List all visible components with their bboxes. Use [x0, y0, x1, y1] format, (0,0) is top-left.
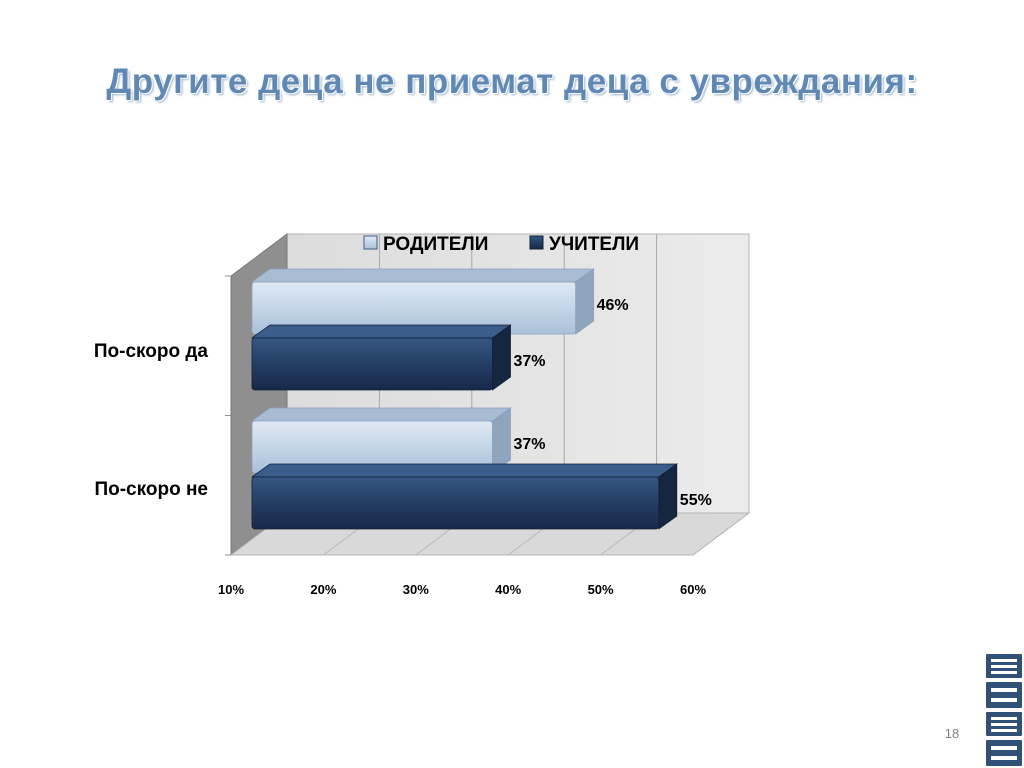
tick-label-60: 60% — [680, 582, 706, 597]
tick-label-50: 50% — [588, 582, 614, 597]
bar-учители-0 — [250, 324, 512, 391]
category-labels: По-скоро да По-скоро не — [94, 341, 209, 500]
x-axis-ticks: 10% 20% 30% 40% 50% 60% — [218, 582, 706, 597]
legend-swatch-teachers — [529, 235, 544, 250]
tick-label-10: 10% — [218, 582, 244, 597]
category-label-0: По-скоро да — [94, 341, 209, 362]
bar-учители-1 — [250, 463, 679, 530]
bar-front — [251, 476, 660, 530]
tick-label-20: 20% — [310, 582, 336, 597]
tick-label-30: 30% — [403, 582, 429, 597]
gridline-floor — [692, 512, 750, 556]
tick-label-40: 40% — [495, 582, 521, 597]
legend: РОДИТЕЛИ УЧИТЕЛИ — [363, 234, 639, 255]
data-label-учители-1: 55% — [680, 492, 712, 509]
bars — [250, 268, 679, 530]
bar-родители-1 — [250, 407, 512, 474]
bar-top — [250, 324, 512, 339]
slide-title: Другите деца не приемат деца с увреждани… — [106, 62, 918, 101]
bar-front — [251, 337, 493, 391]
bar-top — [250, 268, 595, 283]
bar-top — [250, 463, 679, 478]
bar-top — [250, 407, 512, 422]
legend-label-parents: РОДИТЕЛИ — [383, 234, 488, 255]
mbmd-logo — [986, 654, 1022, 766]
data-label-родители-0: 46% — [597, 297, 629, 314]
category-label-1: По-скоро не — [94, 479, 208, 500]
data-label-родители-1: 37% — [513, 436, 545, 453]
data-labels: 46% 37% 37% 55% — [513, 297, 711, 509]
data-label-учители-0: 37% — [513, 353, 545, 370]
legend-label-teachers: УЧИТЕЛИ — [549, 234, 639, 255]
bar-родители-0 — [250, 268, 595, 335]
page-number: 18 — [944, 726, 960, 741]
legend-swatch-parents — [363, 235, 378, 250]
